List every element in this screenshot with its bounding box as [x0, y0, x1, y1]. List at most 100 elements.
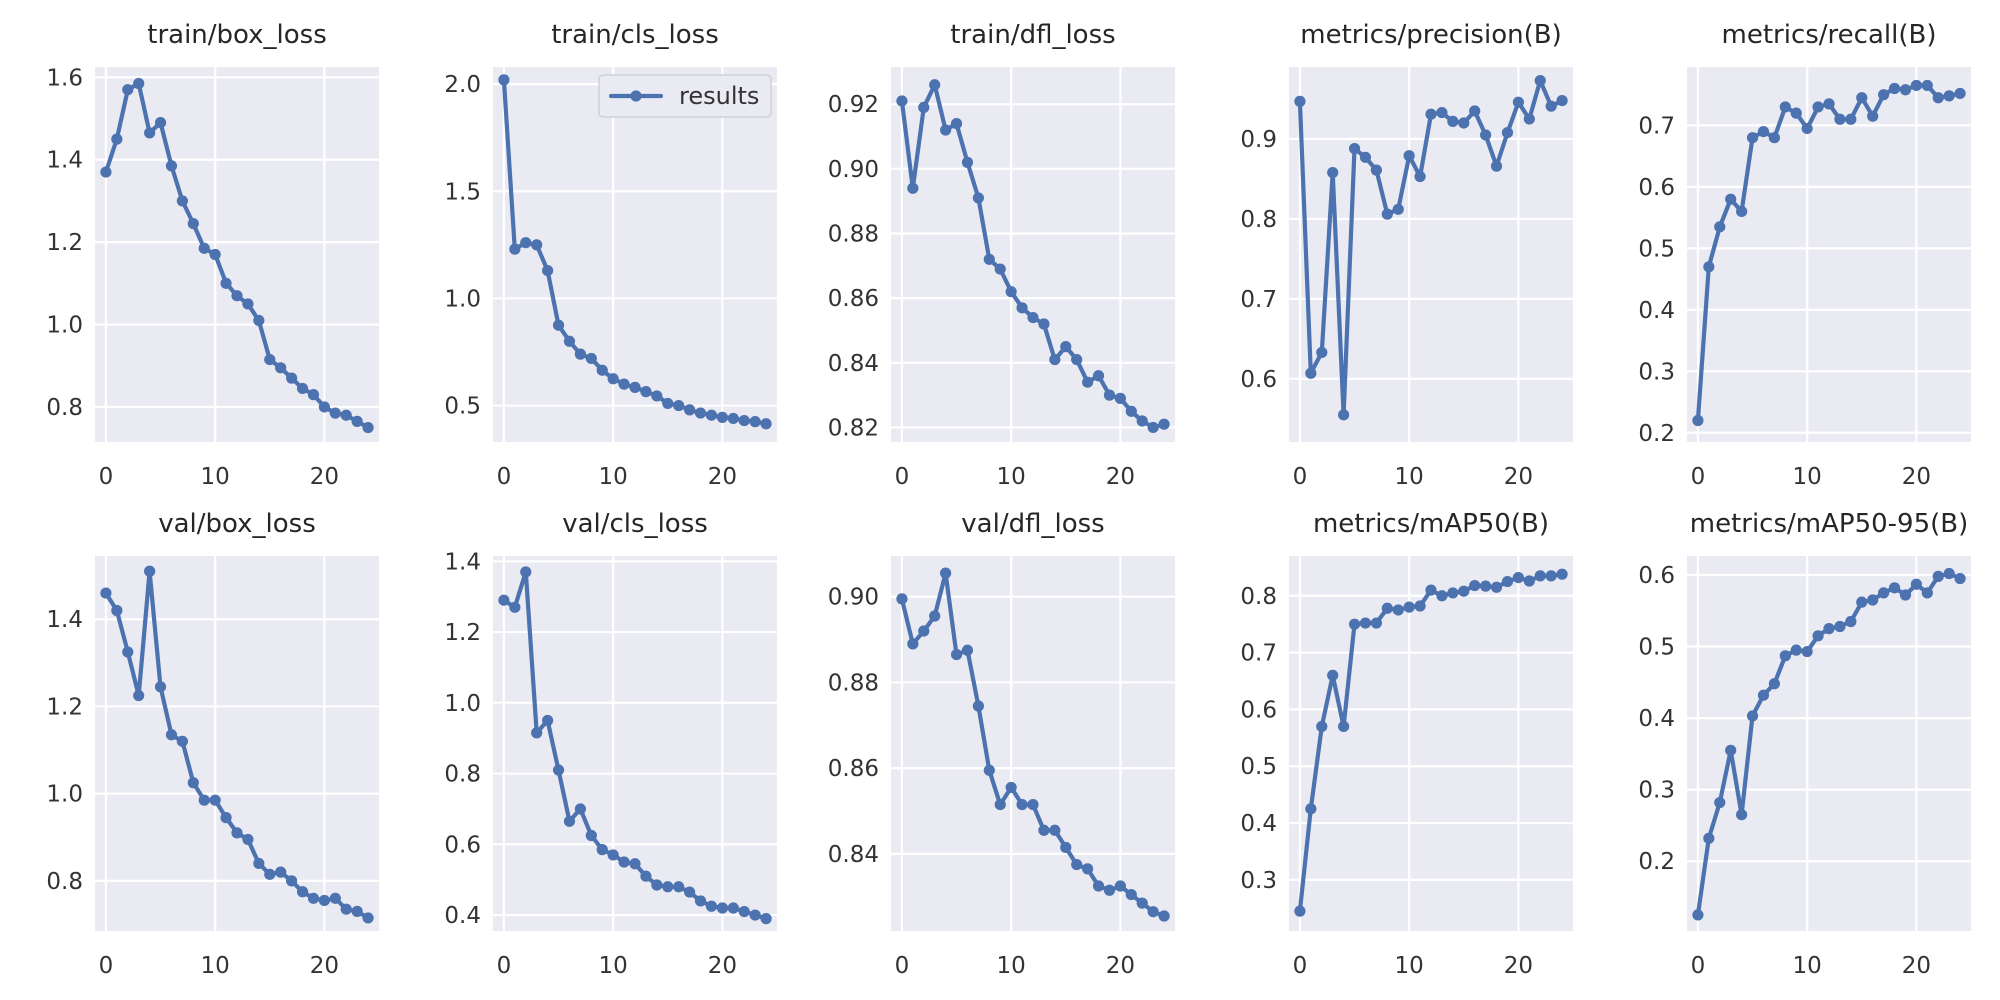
- data-point: [1954, 572, 1966, 585]
- data-point: [1125, 405, 1137, 417]
- y-tick-label: 1.0: [46, 313, 83, 339]
- data-point: [1038, 318, 1050, 330]
- data-point: [1954, 87, 1966, 100]
- data-point: [1801, 122, 1813, 135]
- data-point: [1714, 796, 1726, 809]
- plot-title: train/cls_loss: [551, 20, 719, 50]
- data-point: [1305, 803, 1317, 815]
- y-tick-label: 0.5: [1638, 236, 1675, 262]
- data-point: [133, 689, 145, 702]
- x-tick-label: 10: [201, 464, 230, 490]
- data-point: [907, 182, 919, 194]
- data-point: [275, 362, 287, 374]
- plot-title: metrics/mAP50-95(B): [1690, 509, 1969, 539]
- data-point: [1921, 79, 1933, 92]
- data-point: [1746, 710, 1759, 722]
- data-point: [1812, 630, 1824, 642]
- x-tick-label: 10: [997, 464, 1026, 490]
- data-point: [574, 803, 586, 815]
- subplot-metrics-recall-b: metrics/recall(B) 0 10 20 0.2 0.3 0.4 0.5 0.6 0.7: [1638, 20, 1971, 490]
- data-point: [1359, 151, 1372, 163]
- data-point: [694, 407, 707, 419]
- data-point: [1327, 669, 1339, 681]
- data-point: [1158, 418, 1170, 430]
- data-point: [618, 378, 630, 390]
- data-point: [1136, 897, 1148, 909]
- data-point: [1768, 678, 1780, 690]
- y-tick-label: 1.2: [46, 694, 83, 720]
- data-point: [1027, 311, 1039, 324]
- data-point: [362, 421, 374, 434]
- data-point: [340, 903, 352, 915]
- x-tick-label: 0: [895, 953, 910, 979]
- data-point: [1888, 82, 1901, 95]
- data-point: [1381, 208, 1393, 220]
- y-tick-label: 0.6: [1240, 367, 1277, 393]
- subplot-val-cls-loss: val/cls_loss 0 10 20 0.4 0.6 0.8 1.0 1.2 1.4: [444, 509, 777, 979]
- data-point: [231, 827, 243, 839]
- data-point: [498, 74, 510, 86]
- data-point: [1103, 389, 1116, 401]
- data-point: [531, 239, 543, 251]
- data-point: [618, 856, 630, 868]
- data-point: [296, 886, 309, 898]
- data-point: [318, 894, 330, 907]
- data-point: [1458, 117, 1470, 129]
- x-tick-label: 0: [895, 464, 910, 490]
- y-tick-label: 1.4: [444, 549, 481, 575]
- y-tick-label: 0.7: [1240, 641, 1277, 667]
- data-point: [1512, 571, 1524, 584]
- data-point: [1867, 110, 1879, 122]
- data-point: [509, 601, 521, 613]
- data-point: [1932, 570, 1944, 582]
- data-point: [1867, 594, 1879, 606]
- y-tick-label: 0.6: [1638, 175, 1675, 201]
- data-point: [563, 815, 576, 827]
- x-tick-label: 20: [1106, 953, 1135, 979]
- data-point: [950, 648, 963, 661]
- data-point: [1910, 578, 1922, 590]
- legend-marker-icon: [630, 90, 642, 102]
- plot-area: [1687, 67, 1971, 442]
- data-point: [1338, 720, 1350, 733]
- data-point: [242, 833, 254, 846]
- data-point: [1856, 92, 1868, 104]
- data-point: [1158, 910, 1170, 922]
- data-point: [1703, 832, 1715, 844]
- data-point: [1779, 650, 1791, 662]
- y-tick-label: 1.6: [46, 65, 83, 91]
- data-point: [154, 117, 167, 129]
- data-point: [1327, 166, 1339, 179]
- data-point: [563, 335, 576, 347]
- data-point: [520, 566, 532, 578]
- data-point: [896, 593, 908, 605]
- data-point: [585, 352, 597, 365]
- data-point: [1714, 221, 1726, 233]
- subplot-metrics-map50-95-b: metrics/mAP50-95(B) 0 10 20 0.2 0.3 0.4 0.5 0.6: [1638, 509, 1971, 979]
- data-point: [520, 237, 532, 249]
- data-point: [1746, 132, 1759, 144]
- legend-label: results: [679, 82, 759, 110]
- data-point: [727, 902, 739, 914]
- y-tick-label: 0.3: [1638, 778, 1675, 804]
- data-point: [907, 638, 919, 650]
- data-point: [1414, 600, 1426, 612]
- data-point: [242, 298, 254, 310]
- data-point: [275, 866, 287, 878]
- subplot-train-cls-loss: train/cls_loss 0 10 20 0.5 1.0 1.5 2.0 results: [444, 20, 777, 490]
- subplot-train-box-loss: train/box_loss 0 10 20 0.8 1.0 1.2 1.4 1.6: [46, 20, 379, 490]
- data-point: [1480, 580, 1492, 592]
- data-point: [1910, 79, 1922, 92]
- x-tick-label: 20: [1902, 953, 1931, 979]
- data-point: [940, 567, 952, 579]
- data-point: [1523, 575, 1535, 587]
- data-point: [1943, 567, 1955, 580]
- data-point: [1338, 409, 1350, 421]
- x-tick-label: 0: [1293, 953, 1308, 979]
- data-point: [1725, 744, 1737, 756]
- data-point: [1114, 880, 1126, 892]
- x-tick-label: 20: [310, 464, 339, 490]
- y-tick-label: 1.2: [46, 230, 83, 256]
- data-point: [1692, 414, 1704, 427]
- data-point: [1436, 590, 1448, 602]
